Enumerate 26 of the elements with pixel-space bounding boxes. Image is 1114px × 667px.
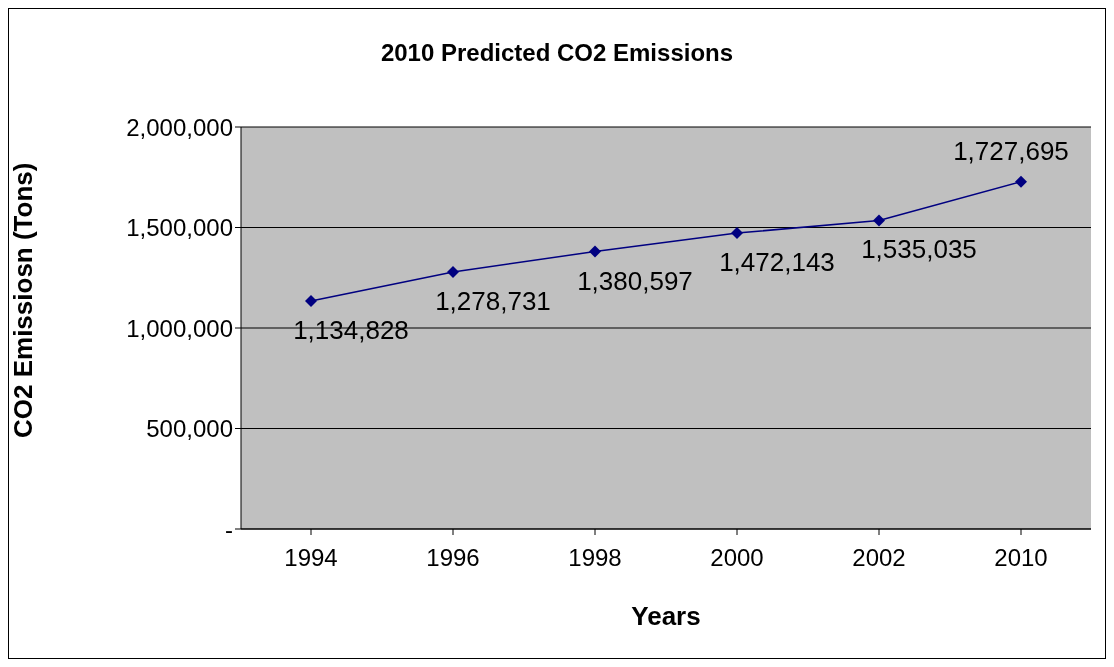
data-label: 1,472,143 (719, 247, 835, 278)
x-tick-label: 1994 (284, 544, 338, 572)
x-axis-title: Years (631, 601, 701, 631)
y-axis-title: CO2 Emissiosn (Tons) (8, 162, 39, 438)
point (305, 294, 317, 307)
point (447, 265, 459, 278)
y-tick-label: 1,000,000 (126, 314, 233, 342)
y-tick-label: - (225, 515, 233, 543)
chart-title: 2010 Predicted CO2 Emissions (379, 39, 735, 67)
data-label: 1,727,695 (953, 135, 1069, 166)
x-tick-label: 1998 (568, 544, 622, 572)
point (1015, 175, 1027, 188)
point (589, 245, 601, 258)
data-label: 1,535,035 (861, 234, 977, 265)
y-tick-label: 500,000 (146, 415, 233, 443)
data-label: 1,278,731 (435, 285, 551, 316)
y-tick-label: 2,000,000 (126, 113, 233, 141)
x-tick-label: 1996 (426, 544, 480, 572)
x-tick-label: 2002 (852, 544, 906, 572)
x-tick-label: 2010 (994, 544, 1048, 572)
data-label: 1,134,828 (293, 314, 409, 345)
data-label: 1,380,597 (577, 265, 693, 296)
point (731, 227, 743, 240)
x-tick-label: 2000 (710, 544, 764, 572)
point (873, 214, 885, 227)
y-tick-label: 1,500,000 (126, 214, 233, 242)
